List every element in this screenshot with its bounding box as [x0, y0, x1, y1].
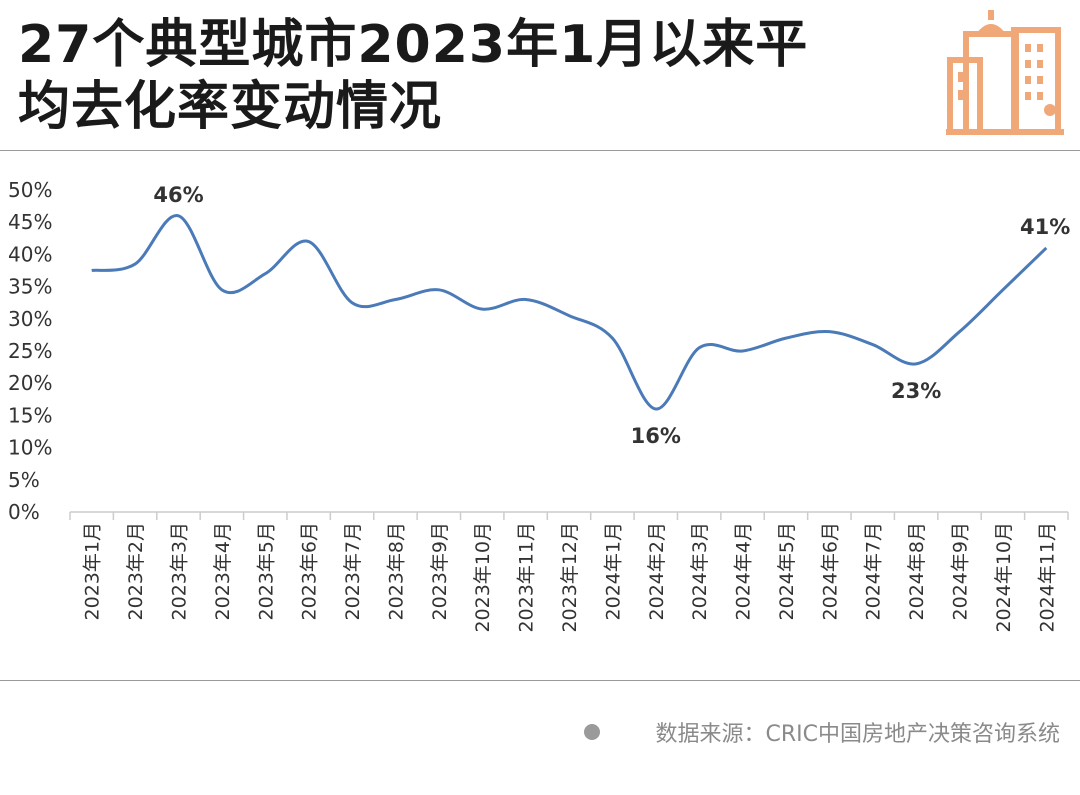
y-tick-label: 35%	[8, 275, 52, 299]
y-tick-label: 25%	[8, 339, 52, 363]
x-tick-label: 2023年2月	[125, 522, 147, 620]
y-tick-label: 45%	[8, 210, 52, 234]
data-label: 16%	[631, 424, 681, 448]
x-tick-label: 2023年11月	[516, 522, 538, 633]
buildings-icon	[946, 10, 1064, 135]
x-tick-label: 2024年9月	[950, 522, 972, 620]
data-label: 23%	[891, 379, 941, 403]
x-tick-label: 2024年10月	[993, 522, 1015, 633]
x-tick-label: 2023年4月	[212, 522, 234, 620]
y-tick-label: 10%	[8, 436, 52, 460]
x-tick-label: 2023年7月	[342, 522, 364, 620]
y-tick-label: 20%	[8, 371, 52, 395]
y-tick-label: 15%	[8, 403, 52, 427]
x-tick-label: 2023年3月	[168, 522, 190, 620]
x-tick-label: 2024年6月	[819, 522, 841, 620]
x-tick-label: 2024年5月	[776, 522, 798, 620]
y-tick-label: 50%	[8, 178, 52, 202]
source-note: 数据来源：CRIC中国房地产决策咨询系统	[583, 716, 1061, 748]
line-chart: 0% 5% 10% 15% 20% 25% 30% 35% 40% 45% 50% 2023年1月 20…	[8, 178, 1070, 633]
data-label: 41%	[1020, 215, 1070, 239]
bottom-divider	[0, 680, 1080, 681]
y-tick-label: 0%	[8, 500, 40, 524]
data-label: 46%	[153, 183, 203, 207]
y-tick-label: 30%	[8, 307, 52, 331]
x-tick-label: 2024年4月	[733, 522, 755, 620]
x-tick-label: 2023年9月	[429, 522, 451, 620]
chart-title: 27个典型城市2023年1月以来平 均去化率变动情况	[18, 14, 918, 138]
x-tick-label: 2023年5月	[255, 522, 277, 620]
x-tick-label: 2023年12月	[559, 522, 581, 633]
x-tick-label: 2023年10月	[472, 522, 494, 633]
chart-title-line-1: 27个典型城市2023年1月以来平	[18, 15, 809, 75]
x-tick-label: 2024年2月	[646, 522, 668, 620]
source-text: 数据来源：CRIC中国房地产决策咨询系统	[655, 722, 1061, 747]
x-tick-label: 2024年11月	[1036, 522, 1058, 633]
y-tick-label: 5%	[8, 468, 40, 492]
x-tick-label: 2024年3月	[689, 522, 711, 620]
x-tick-label: 2024年7月	[863, 522, 885, 620]
x-tick-label: 2024年8月	[906, 522, 928, 620]
x-tick-label: 2023年8月	[385, 522, 407, 620]
x-tick-label: 2023年1月	[82, 522, 104, 620]
y-tick-label: 40%	[8, 242, 52, 266]
series-line	[91, 214, 1048, 411]
top-divider	[0, 150, 1080, 151]
dot-icon	[583, 724, 600, 740]
x-tick-label: 2024年1月	[602, 522, 624, 620]
chart-title-line-2: 均去化率变动情况	[18, 77, 443, 137]
x-tick-label: 2023年6月	[299, 522, 321, 620]
